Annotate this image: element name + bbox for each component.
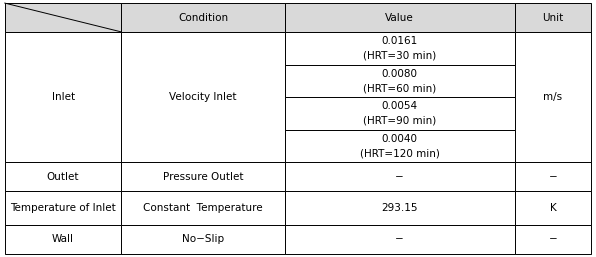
Text: −: − [548, 172, 557, 182]
Bar [285, 65, 514, 97]
Text: −: − [395, 172, 404, 182]
Bar [285, 162, 514, 191]
Bar [5, 162, 122, 191]
Bar [514, 3, 591, 32]
Text: −: − [548, 234, 557, 244]
Text: Temperature of Inlet: Temperature of Inlet [10, 203, 116, 213]
Text: 0.0161: 0.0161 [381, 36, 418, 46]
Text: −: − [395, 234, 404, 244]
Bar [285, 191, 514, 225]
Text: m/s: m/s [544, 92, 563, 102]
Text: Pressure Outlet: Pressure Outlet [163, 172, 243, 182]
Bar [285, 97, 514, 130]
Bar [122, 32, 285, 162]
Bar [5, 225, 122, 254]
Text: 293.15: 293.15 [381, 203, 418, 213]
Bar [514, 191, 591, 225]
Text: 0.0040: 0.0040 [381, 134, 418, 144]
Bar [285, 32, 514, 65]
Text: (HRT=90 min): (HRT=90 min) [363, 116, 436, 126]
Bar [285, 3, 514, 32]
Text: Unit: Unit [542, 13, 564, 23]
Text: 0.0054: 0.0054 [381, 101, 418, 111]
Text: Inlet: Inlet [51, 92, 74, 102]
Bar [514, 32, 591, 162]
Bar [5, 3, 122, 32]
Text: K: K [550, 203, 556, 213]
Text: (HRT=120 min): (HRT=120 min) [360, 148, 440, 158]
Bar [122, 162, 285, 191]
Bar [122, 225, 285, 254]
Bar [285, 225, 514, 254]
Bar [5, 191, 122, 225]
Text: 0.0080: 0.0080 [381, 69, 418, 79]
Text: (HRT=60 min): (HRT=60 min) [363, 83, 436, 93]
Bar [5, 32, 122, 162]
Text: Condition: Condition [178, 13, 228, 23]
Text: No−Slip: No−Slip [182, 234, 224, 244]
Text: Wall: Wall [52, 234, 74, 244]
Bar [514, 225, 591, 254]
Bar [285, 130, 514, 162]
Text: (HRT=30 min): (HRT=30 min) [363, 50, 436, 60]
Text: Outlet: Outlet [47, 172, 79, 182]
Bar [122, 3, 285, 32]
Text: Constant  Temperature: Constant Temperature [143, 203, 263, 213]
Bar [122, 191, 285, 225]
Text: Velocity Inlet: Velocity Inlet [169, 92, 237, 102]
Text: Value: Value [385, 13, 414, 23]
Bar [514, 162, 591, 191]
